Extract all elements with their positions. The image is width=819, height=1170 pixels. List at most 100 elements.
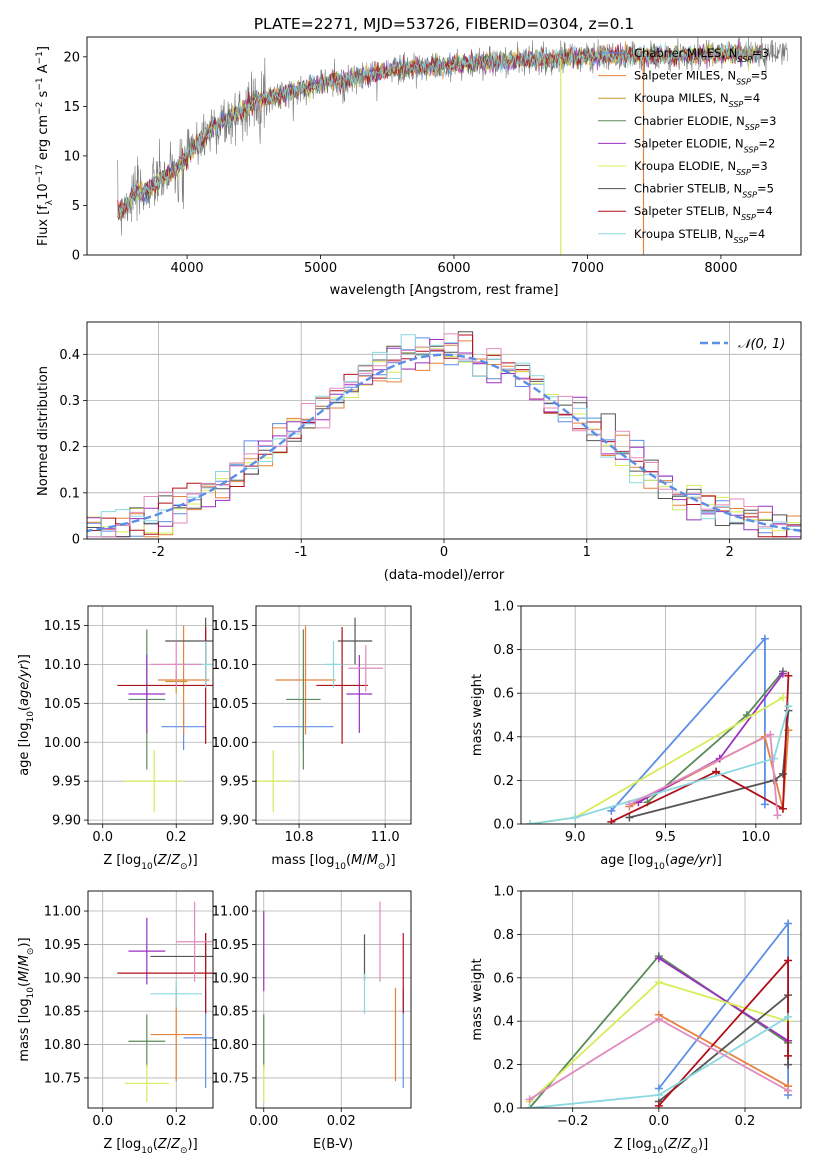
y-tick-label-4: 10.95 — [212, 938, 249, 953]
weight-point-6-1 — [784, 956, 793, 965]
weight-point-7-1 — [654, 1090, 663, 1099]
x-tick-label-0: 0.0 — [92, 830, 113, 845]
x-axis-label: (data-model)/error — [384, 568, 505, 583]
legend: Chabrier MILES, NSSP=3 Salpeter MILES, NS… — [598, 46, 776, 244]
y-tick-label-5: 1.0 — [493, 600, 514, 615]
model-spectrum-line-7 — [117, 44, 762, 219]
legend-entry-4: Salpeter ELODIE, NSSP=2 — [634, 136, 775, 154]
y-tick-label-0: 0.0 — [493, 1102, 514, 1117]
y-tick-label-5: 10.15 — [212, 619, 249, 634]
weight-point-8-2 — [773, 811, 782, 820]
y-tick-label-3: 10.05 — [212, 697, 249, 712]
x-tick-label-2: 10.0 — [741, 830, 770, 845]
plot-area — [256, 617, 384, 813]
x-axis-label: mass [log10(M/M⊙)] — [271, 853, 395, 872]
x-axis-label: Z [log10(Z/Z⊙)] — [103, 853, 197, 872]
plot-area — [526, 634, 793, 824]
axes-frame — [87, 890, 214, 1109]
weight-point-3-0 — [654, 954, 663, 963]
x-tick-label-0: 9.0 — [565, 830, 586, 845]
weight-point-0-1 — [760, 634, 769, 643]
weight-point-7-2 — [784, 1012, 793, 1021]
y-tick-label-1: 9.95 — [220, 775, 249, 790]
weight-point-0-1 — [784, 919, 793, 928]
y-tick-label-1: 0.1 — [59, 486, 80, 501]
chart-0: 4000 5000 6000 7000 8000 0 5 10 15 20 PLATE=2271, … — [35, 15, 802, 298]
weight-point-7-0 — [525, 1104, 534, 1108]
model-spectrum-line-8 — [117, 40, 762, 218]
x-tick-label-0: 10.8 — [285, 830, 314, 845]
y-tick-label-5: 11.00 — [212, 905, 249, 920]
y-tick-label-1: 0.2 — [493, 774, 514, 789]
x-tick-label-1: 0.02 — [327, 1114, 356, 1129]
y-axis-label: Flux [fλ10−17 erg cm−2 s−1 A−1] — [35, 46, 55, 246]
y-axis-label: mass [log10(M/M⊙)] — [17, 937, 36, 1061]
normal-curve-line — [87, 353, 801, 533]
legend-entry-5: Kroupa ELODIE, NSSP=3 — [634, 159, 768, 177]
y-axis-label: mass weight — [470, 674, 485, 756]
x-tick-label-1: 11.0 — [371, 830, 400, 845]
weight-point-7-0 — [526, 820, 535, 824]
weight-point-5-0 — [625, 813, 634, 822]
y-tick-label-4: 0.4 — [59, 348, 80, 363]
axes-frame — [86, 36, 802, 256]
chart-6: 0.00 0.02 10.75 10.80 10.85 10.90 10.95 11.00 E(… — [212, 890, 412, 1152]
y-tick-label-3: 10.90 — [212, 971, 249, 986]
legend-entry-6: Chabrier STELIB, NSSP=5 — [634, 182, 774, 200]
legend-entry: 𝒩(0, 1) — [738, 337, 785, 352]
x-tick-label-1: 5000 — [304, 261, 337, 276]
weight-point-6-1 — [712, 767, 721, 776]
histogram-step-7 — [87, 333, 801, 538]
x-tick-label-2: 0 — [440, 545, 448, 560]
y-tick-label-2: 10.85 — [44, 1005, 81, 1020]
plot-area — [87, 331, 801, 538]
weight-line-3 — [658, 957, 789, 1042]
y-tick-label-4: 10.10 — [212, 658, 249, 673]
x-tick-label-0: 0.0 — [92, 1114, 113, 1129]
weight-point-4-2 — [778, 693, 787, 702]
x-tick-label-2: 6000 — [437, 261, 470, 276]
x-axis-label-text: E(B-V) — [313, 1137, 353, 1152]
y-axis-label: age [log10(age/yr)] — [17, 654, 36, 776]
y-tick-label-3: 10.05 — [44, 697, 81, 712]
chart-7: −0.2 0.0 0.2 0.0 0.2 0.4 0.6 0.8 1.0 Z [log10(Z/Z… — [470, 885, 802, 1156]
y-tick-label-2: 0.4 — [493, 730, 514, 745]
y-tick-label-1: 0.2 — [493, 1058, 514, 1073]
weight-point-8-0 — [525, 1095, 534, 1104]
x-tick-label-4: 2 — [725, 545, 733, 560]
y-tick-label-1: 10.80 — [212, 1038, 249, 1053]
chart-4: 9.0 9.5 10.0 0.0 0.2 0.4 0.6 0.8 1.0 age [log10(a… — [470, 600, 802, 872]
y-tick-label-1: 10.80 — [44, 1038, 81, 1053]
weight-point-8-0 — [625, 800, 634, 809]
legend-entry-8: Kroupa STELIB, NSSP=4 — [634, 227, 765, 245]
weight-point-6-3 — [784, 671, 793, 680]
y-tick-label-3: 10.90 — [44, 971, 81, 986]
weight-point-6-2 — [784, 1051, 793, 1060]
weight-point-7-3 — [784, 702, 793, 711]
model-spectrum-line-6 — [117, 42, 762, 218]
weight-point-7-1 — [571, 813, 580, 822]
weight-line-5 — [658, 993, 789, 1103]
x-tick-label-1: -1 — [295, 545, 308, 560]
x-tick-label-0: −0.2 — [557, 1114, 589, 1129]
y-tick-label-2: 10 — [63, 149, 80, 164]
plot-area — [525, 919, 793, 1108]
axes-frame — [87, 605, 214, 825]
legend-entry-0: Chabrier MILES, NSSP=3 — [634, 46, 769, 64]
y-tick-label-0: 0 — [72, 249, 80, 264]
weight-point-7-2 — [769, 754, 778, 763]
axes-frame — [255, 890, 412, 1109]
y-tick-label-4: 0.8 — [493, 643, 514, 658]
y-tick-label-3: 0.6 — [493, 971, 514, 986]
x-axis-label: age [log10(age/yr)] — [600, 853, 722, 872]
axes-frame — [520, 890, 802, 1109]
x-tick-label-4: 8000 — [704, 261, 737, 276]
y-tick-label-5: 10.15 — [44, 619, 81, 634]
y-tick-label-0: 0 — [72, 533, 80, 548]
plot-area — [117, 37, 788, 255]
weight-point-8-2 — [784, 1086, 793, 1095]
y-tick-label-0: 10.75 — [44, 1071, 81, 1086]
weight-line-6 — [610, 675, 790, 823]
y-tick-label-4: 0.8 — [493, 928, 514, 943]
